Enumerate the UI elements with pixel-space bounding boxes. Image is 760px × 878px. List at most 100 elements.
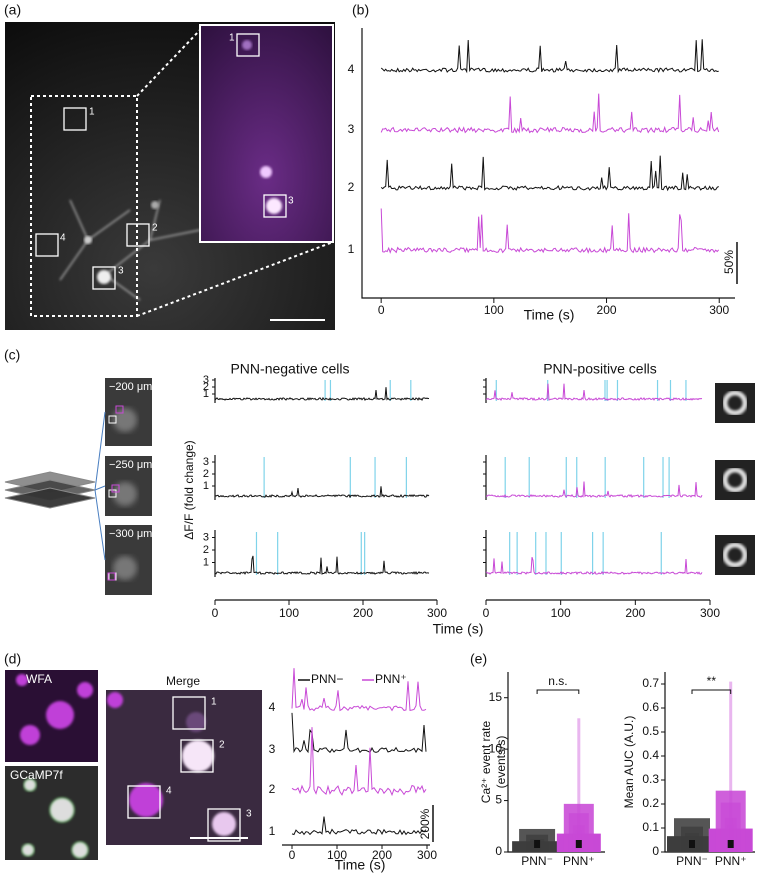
x-tick-label: 0 [483,606,490,620]
trace [486,383,703,402]
depth-blob [113,482,137,506]
x-tick-label: 300 [709,303,729,317]
category-label: PNN⁻ [676,854,708,868]
roi-label: 2 [219,740,225,751]
y-tick-label: 10 [489,741,503,755]
cell [97,270,111,284]
roi-label: 3 [246,809,252,820]
cell-thumb [715,460,755,500]
axis [361,28,735,299]
trace-label: 3 [348,122,355,136]
gcamp-cell [21,843,35,857]
y-tick-label: 0 [495,844,502,858]
y-tick-label: 0.7 [642,676,659,690]
x-tick-label: 200 [372,848,392,862]
bracket [536,689,580,694]
x-tick-label: 300 [427,606,447,620]
y-tick-label: 0 [652,844,659,858]
y-tick-label: 1 [203,556,209,568]
bracket [691,689,732,694]
wfa-cell [77,682,93,698]
roi [107,572,116,581]
significance: n.s. [548,674,567,688]
y-tick-label: 2 [203,381,209,393]
trace-label: 4 [348,62,355,76]
cell [266,198,282,214]
cell-thumb [715,383,755,423]
x-tick-label: 200 [597,303,617,317]
roi-label: 2 [152,223,158,234]
x-axis-label: Time (s) [335,857,386,873]
trace [291,816,427,836]
roi-boxes [30,29,334,321]
connector [94,411,106,491]
significance: ** [707,674,717,688]
y-axis-label: Mean AUC (A.U.) [622,716,636,809]
y-tick-label: 3 [203,456,209,468]
trace [214,387,430,402]
x-axis-label: Time (s) [524,307,575,323]
cell-ring [722,467,748,493]
trace [380,93,720,134]
column-title: PNN-negative cells [230,361,349,377]
neurites [59,199,201,301]
distribution [727,824,734,852]
gcamp-cell [49,797,75,823]
cell [242,40,252,50]
column-title: PNN-positive cells [543,361,657,377]
roi [108,415,117,424]
median [689,840,695,848]
wfa-cell [16,674,28,686]
cell [260,166,272,178]
roi [207,808,241,842]
image-label: Merge [166,674,200,688]
connector [94,489,106,561]
y-tick-label: 5 [495,793,502,807]
connector [94,485,106,491]
y-tick-label: 15 [489,690,503,704]
y-tick-label: 0.4 [642,748,659,762]
trace [214,555,430,575]
trace-label: 2 [348,180,355,194]
trace-label: 4 [269,700,276,714]
trace [485,481,703,498]
depth-label: −300 μm [109,528,152,540]
roi-label: 3 [288,196,294,207]
depth-blob [113,556,137,580]
legend-label: PNN− [311,672,343,686]
panel-label: (c) [4,347,20,363]
x-tick-label: 100 [279,606,299,620]
cell [151,201,159,209]
roi [127,785,161,819]
x-tick-label: 0 [289,848,296,862]
roi-label: 4 [166,786,172,797]
y-tick-label: 0.5 [642,724,659,738]
trace-label: 2 [269,782,276,796]
legend-label: PNN⁺ [375,672,407,686]
depth-label: −250 μm [109,459,152,471]
roi-labels: 1 2 3 4 1 3 [60,33,294,277]
x-tick-label: 100 [484,303,504,317]
trace-label: 1 [348,242,355,256]
y-tick-label: 0.6 [642,700,659,714]
image-label: WFA [26,672,52,686]
y-tick-label: 2 [203,544,209,556]
trace-label: 3 [269,742,276,756]
merge-cell [129,783,163,817]
merge-cell [107,692,123,708]
roi-label: 1 [211,697,217,708]
median [727,840,734,848]
y-axis-label: Ca²⁺ event rate [479,720,493,803]
merge-cell [212,812,236,836]
roi [111,484,120,493]
x-tick-label: 0 [212,606,219,620]
y-tick-label: 1 [203,388,209,400]
y-axis-label: (events/s) [494,736,508,789]
roi-label: 1 [229,33,235,44]
cell [84,236,92,244]
trace [291,712,427,754]
